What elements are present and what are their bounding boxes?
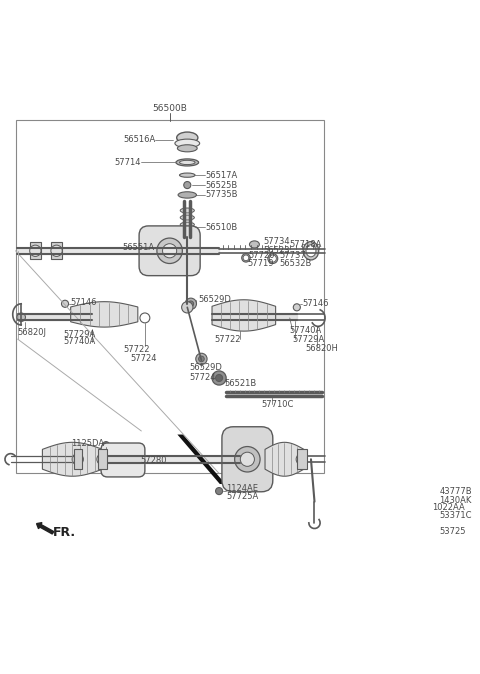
Text: 53371C: 53371C [440,512,472,520]
Text: 56523: 56523 [263,245,289,255]
Circle shape [293,304,300,311]
Circle shape [269,255,276,262]
Polygon shape [178,435,226,484]
Text: 1125DA: 1125DA [72,439,105,448]
Circle shape [163,244,177,258]
Circle shape [97,454,108,465]
Text: 57146: 57146 [71,298,97,307]
Polygon shape [42,442,102,477]
Ellipse shape [178,145,197,152]
Text: 56525B: 56525B [205,181,237,189]
Ellipse shape [250,241,259,248]
Ellipse shape [268,253,278,264]
Text: 56820H: 56820H [305,344,338,353]
Bar [30,242,41,259]
Text: 57710C: 57710C [262,400,294,408]
Text: 57719: 57719 [247,259,274,268]
Text: 57718A: 57718A [290,240,322,249]
Circle shape [61,300,69,307]
Text: 57740A: 57740A [64,338,96,346]
Ellipse shape [303,241,319,260]
Text: 57734: 57734 [263,237,289,246]
Circle shape [426,508,429,512]
Text: 56529D: 56529D [198,295,231,304]
Ellipse shape [180,222,194,227]
Text: 1022AA: 1022AA [432,503,465,512]
FancyBboxPatch shape [101,443,145,477]
Polygon shape [265,442,304,477]
Text: 57729A: 57729A [293,334,325,344]
Text: 57722: 57722 [215,334,241,344]
Circle shape [51,245,62,256]
Circle shape [157,238,182,264]
Text: 56551A: 56551A [122,243,154,252]
Ellipse shape [178,192,196,198]
Text: 56516A: 56516A [123,135,156,144]
Circle shape [216,487,223,495]
Text: 43777B: 43777B [440,487,472,496]
Bar [73,450,82,469]
Text: 56521B: 56521B [225,379,257,388]
Ellipse shape [306,245,316,257]
Circle shape [17,313,25,321]
Text: 56500B: 56500B [152,104,187,113]
Text: 53725: 53725 [440,527,466,536]
Bar [15,120,324,473]
FancyBboxPatch shape [139,226,200,276]
Ellipse shape [176,159,199,166]
Circle shape [72,454,84,465]
Text: 57725A: 57725A [226,492,258,501]
Circle shape [240,452,254,466]
Ellipse shape [180,160,195,164]
Circle shape [181,302,193,313]
Circle shape [184,181,191,189]
Circle shape [102,441,109,449]
Text: FR.: FR. [53,526,76,539]
Text: 56517A: 56517A [205,171,237,180]
Circle shape [185,298,196,309]
Text: 1430AK: 1430AK [440,496,472,505]
Ellipse shape [175,139,200,148]
Text: 57740A: 57740A [290,326,322,335]
Circle shape [243,255,249,261]
FancyBboxPatch shape [222,427,273,492]
Ellipse shape [242,253,250,262]
Text: 56820J: 56820J [18,328,47,336]
Ellipse shape [177,132,198,144]
Circle shape [216,375,223,381]
Ellipse shape [180,215,194,220]
Text: 57737: 57737 [279,251,306,260]
FancyArrow shape [36,522,54,534]
Polygon shape [212,300,276,331]
Circle shape [296,454,307,465]
Circle shape [425,488,431,494]
Circle shape [212,371,226,385]
Ellipse shape [180,208,194,213]
Polygon shape [71,302,138,327]
Text: 1124AE: 1124AE [226,484,258,493]
Text: 57724: 57724 [131,355,157,363]
Text: 57722: 57722 [124,345,150,355]
Text: 57724: 57724 [190,373,216,381]
Text: 57280: 57280 [140,456,167,465]
Text: 57714: 57714 [115,158,141,167]
Text: 57720: 57720 [249,251,275,260]
Text: 57735B: 57735B [205,191,238,200]
Text: 56532B: 56532B [279,259,312,268]
Circle shape [196,353,207,365]
Bar [51,242,62,259]
Text: 57729A: 57729A [64,330,96,338]
Circle shape [424,507,431,514]
Text: 56510B: 56510B [205,223,237,232]
Text: 57146: 57146 [302,299,329,308]
Circle shape [30,245,41,256]
Bar [297,450,307,469]
Ellipse shape [180,173,195,177]
Circle shape [188,301,193,307]
Circle shape [235,447,260,472]
Text: 56529D: 56529D [190,363,222,372]
Circle shape [199,356,204,362]
Bar [98,450,107,469]
